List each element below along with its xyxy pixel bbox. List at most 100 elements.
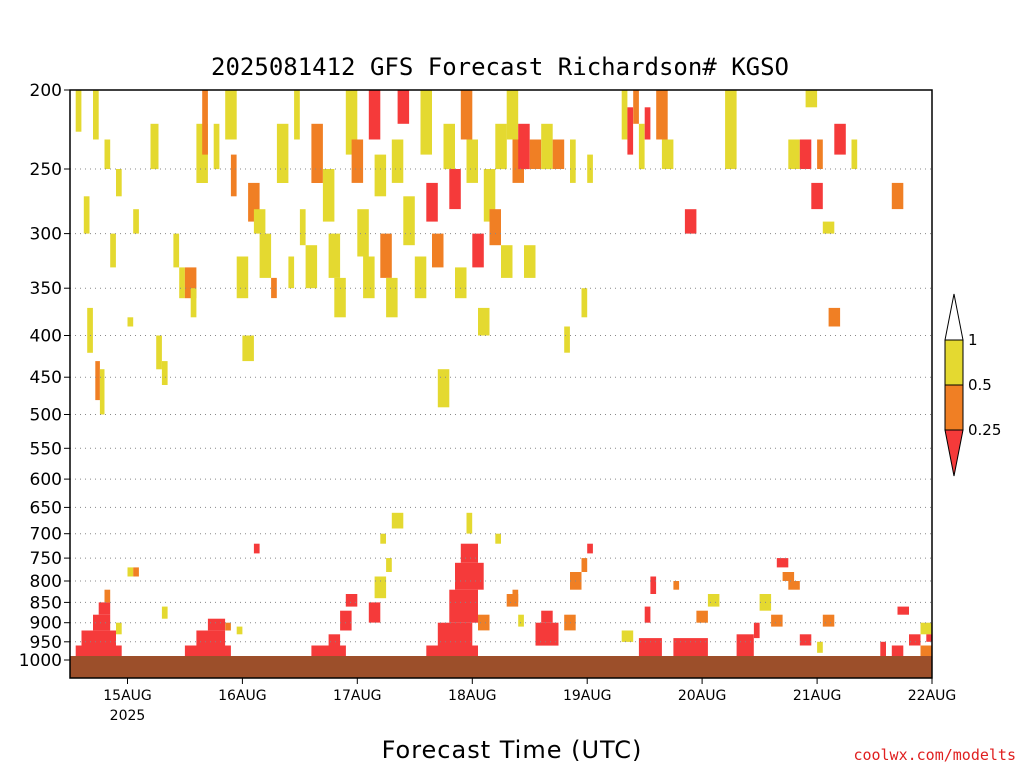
heatmap-cell (380, 233, 392, 278)
heatmap-cell (99, 369, 105, 415)
heatmap-cell (828, 307, 841, 327)
heatmap-cell (644, 606, 651, 623)
heatmap-cell (587, 543, 593, 554)
y-tick-label: 500 (30, 406, 62, 426)
x-tick-label: 16AUG (218, 688, 267, 704)
heatmap-cell (638, 123, 645, 170)
heatmap-cell (495, 533, 501, 544)
heatmap-cell (466, 139, 478, 183)
heatmap-cell (81, 630, 116, 646)
legend-arrow-top (944, 293, 964, 341)
heatmap-cell (799, 634, 812, 646)
x-tick-label: 18AUG (448, 688, 497, 704)
heatmap-cell (259, 233, 272, 278)
x-axis-label: Forecast Time (UTC) (382, 736, 643, 764)
heatmap-cell (184, 267, 197, 299)
heatmap-cell (644, 107, 651, 140)
x-axis-ticks: 15AUG 2025 16AUG 17AUG 18AUG 19AUG 20AUG 21AUG 2… (103, 678, 956, 724)
heatmap-cell (822, 614, 835, 627)
heatmap-cell (253, 209, 266, 234)
heatmap-cell (455, 562, 484, 590)
heatmap-cell (104, 139, 111, 169)
heatmap-cell (541, 610, 553, 623)
ground-fill (70, 656, 932, 678)
heatmap-cell (535, 622, 559, 646)
heatmap-cell (213, 123, 220, 170)
heatmap-cell (811, 182, 823, 210)
heatmap-cell (529, 139, 542, 169)
heatmap-cell (179, 267, 185, 299)
heatmap-cell (512, 589, 519, 603)
heatmap-cell (518, 123, 530, 170)
heatmap-cell (822, 221, 835, 234)
heatmap-cell (83, 196, 90, 234)
heatmap-cell (184, 645, 231, 657)
heatmap-cell (541, 123, 553, 170)
heatmap-cell (478, 307, 490, 336)
heatmap-cell (328, 634, 341, 646)
heatmap-cell (253, 543, 260, 554)
heatmap-cell (225, 622, 231, 631)
heatmap-cell (696, 610, 708, 623)
heatmap-cell (920, 645, 932, 657)
plot-frame (69, 89, 933, 679)
heatmap-cell (271, 277, 277, 299)
heatmap-cell (196, 123, 208, 183)
heatmap-cell (725, 90, 737, 169)
heatmap-cell (345, 90, 358, 155)
x-tick-label: 21AUG (793, 688, 842, 704)
heatmap-cell (466, 512, 473, 534)
heatmap-cell (403, 196, 415, 246)
heatmap-cell (650, 576, 657, 594)
legend-swatch (944, 384, 964, 431)
legend-swatch (944, 339, 964, 386)
heatmap-cell (834, 123, 846, 155)
heatmap-cell (581, 288, 588, 318)
heatmap-cell (116, 169, 122, 197)
y-tick-label: 900 (30, 614, 62, 634)
heatmap-cell (472, 233, 484, 268)
heatmap-cell (926, 634, 932, 642)
heatmap-cell (501, 245, 513, 278)
y-tick-label: 700 (30, 525, 62, 545)
heatmap-cell (426, 182, 438, 222)
heatmap-cell (460, 543, 478, 563)
heatmap-cell (552, 139, 565, 169)
heatmap-cell (627, 107, 634, 155)
heatmap-cell (891, 645, 904, 657)
heatmap-cell (133, 209, 139, 234)
heatmap-cell (225, 90, 237, 140)
heatmap-cell (506, 90, 519, 140)
heatmap-cell (311, 123, 323, 183)
heatmap-cell (776, 558, 789, 568)
heatmap-cell (127, 317, 134, 327)
heatmap-cell (673, 638, 708, 657)
heatmap-cell (98, 602, 111, 615)
legend-label: 0.25 (968, 421, 1001, 439)
heatmap-cell (518, 614, 524, 627)
heatmap-cell (414, 256, 427, 299)
heatmap-cell (104, 589, 111, 603)
y-tick-label: 400 (30, 327, 62, 347)
heatmap-cell (799, 139, 812, 169)
heatmap-cell (322, 169, 335, 222)
heatmap-cell (489, 209, 501, 246)
heatmap-cell (891, 182, 904, 210)
heatmap-cell (449, 589, 478, 623)
y-tick-label: 250 (30, 160, 62, 180)
heatmap-cell (851, 139, 858, 169)
heatmap-cell (368, 90, 381, 140)
heatmap-cell (495, 123, 507, 170)
heatmap-cell (817, 139, 823, 169)
heatmap-cell (93, 614, 111, 631)
y-tick-label: 800 (30, 572, 62, 592)
heatmap-cell (426, 645, 478, 657)
heatmap-cell (311, 645, 346, 657)
heatmap-cell (75, 645, 122, 657)
heatmap-cell (75, 90, 82, 132)
heatmap-cell (386, 277, 398, 318)
heatmap-cell (661, 139, 674, 169)
heatmap-cell (897, 606, 909, 615)
y-tick-label: 750 (30, 549, 62, 569)
